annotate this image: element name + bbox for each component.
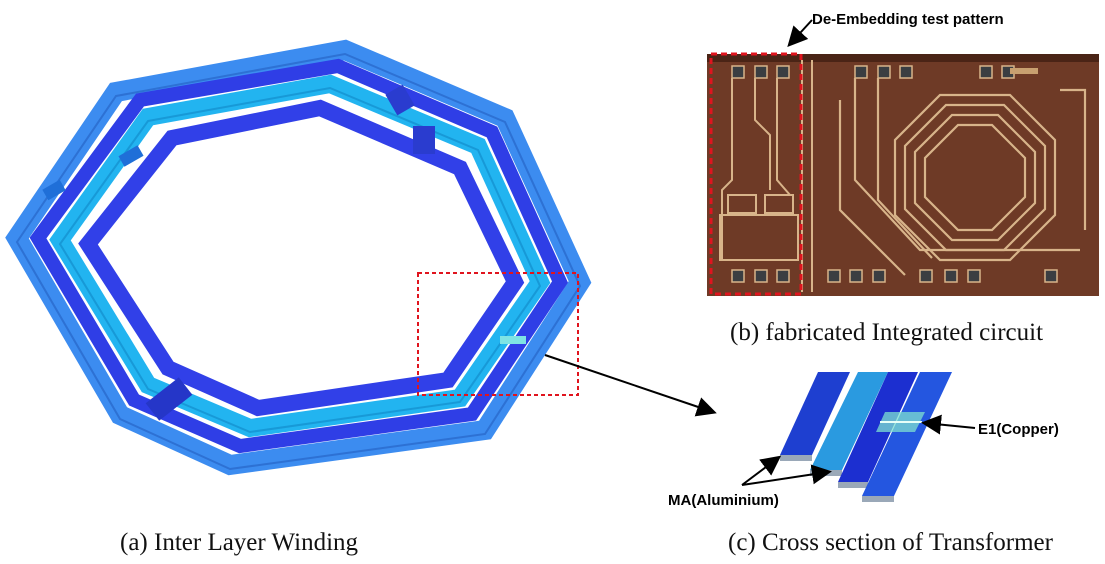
outer-winding <box>5 39 592 476</box>
copper-label: E1(Copper) <box>978 421 1059 438</box>
caption-b: (b) fabricated Integrated circuit <box>730 319 1044 346</box>
bridge-connector <box>145 377 193 421</box>
aluminium-label: MA(Aluminium) <box>668 492 779 509</box>
de-embedding-label: De-Embedding test pattern <box>812 11 1004 28</box>
cross-section-3d <box>780 372 952 502</box>
caption-c: (c) Cross section of Transformer <box>728 529 1053 556</box>
aluminium-arrow-left <box>741 455 782 486</box>
de-embedding-arrow <box>787 19 813 47</box>
middle-winding <box>49 74 551 438</box>
de-embedding-box <box>709 52 803 296</box>
zoom-arrow <box>544 354 717 417</box>
aluminium-arrow-right <box>741 464 832 486</box>
chip-photo <box>707 54 1099 296</box>
zoom-region-box <box>417 272 579 396</box>
inner-winding <box>29 58 568 454</box>
copper-arrow <box>921 414 976 435</box>
innermost-winding <box>78 99 525 417</box>
transformer-winding-3d <box>5 39 592 476</box>
caption-a: (a) Inter Layer Winding <box>120 529 359 556</box>
